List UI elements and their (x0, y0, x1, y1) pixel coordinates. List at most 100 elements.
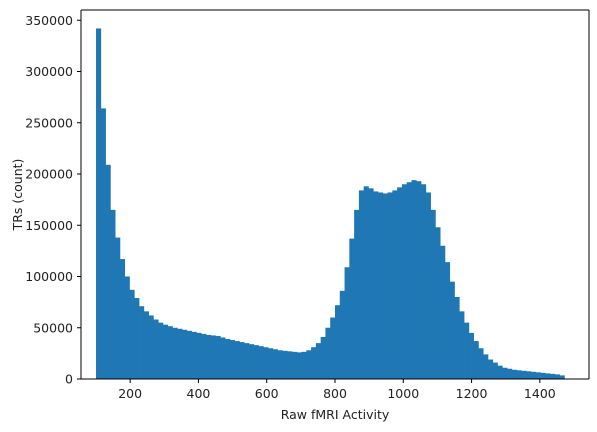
histogram-bar (421, 184, 427, 379)
x-axis-label: Raw fMRI Activity (281, 407, 390, 422)
histogram-bar (172, 327, 178, 379)
histogram-bar (344, 267, 350, 379)
histogram-bar (148, 315, 154, 379)
x-tick-label: 1400 (524, 386, 556, 401)
histogram-bar (440, 245, 446, 379)
histogram-bar (349, 238, 355, 379)
y-tick-label: 350000 (25, 13, 73, 28)
histogram-bars (96, 28, 565, 380)
histogram-bar (449, 281, 455, 379)
histogram-bar (253, 345, 259, 379)
histogram-bar (215, 335, 221, 379)
x-tick-label: 800 (323, 386, 347, 401)
histogram-bar (507, 368, 513, 379)
y-tick-label: 100000 (25, 269, 73, 284)
y-tick-label: 0 (65, 372, 73, 387)
histogram-bar (258, 346, 264, 379)
histogram-bar (229, 340, 235, 379)
histogram-bar (311, 347, 317, 379)
histogram-bar (115, 237, 121, 379)
histogram-bar (459, 311, 465, 379)
x-axis-ticks: 200 400 600 800 1000 1200 1400 (118, 379, 556, 401)
histogram-bar (425, 192, 431, 379)
histogram-bar (559, 375, 565, 379)
histogram-bar (186, 330, 192, 379)
histogram-bar (387, 192, 393, 379)
histogram-bar (263, 347, 269, 379)
histogram-bar (339, 290, 345, 379)
x-tick-label: 600 (255, 386, 279, 401)
histogram-bar (526, 371, 532, 379)
histogram-bar (100, 108, 106, 380)
histogram-bar (363, 186, 369, 379)
histogram-bar (296, 352, 302, 379)
histogram-bar (373, 191, 379, 379)
histogram-bar (478, 348, 484, 379)
histogram-bar (110, 209, 116, 379)
histogram-bar (282, 350, 288, 379)
histogram-bar (550, 373, 556, 379)
histogram-bar (196, 332, 202, 379)
histogram-bar (191, 331, 197, 379)
histogram-bar (306, 350, 312, 379)
histogram-bar (444, 262, 451, 379)
histogram-bar (162, 324, 169, 379)
histogram-bar (492, 362, 498, 379)
histogram-bar (502, 367, 508, 379)
histogram-bar (483, 354, 489, 379)
histogram-bar (468, 332, 474, 379)
histogram-bar (435, 227, 441, 379)
x-tick-label: 1000 (387, 386, 419, 401)
histogram-bar (330, 317, 336, 379)
histogram-bar (358, 190, 365, 379)
histogram-bar (511, 369, 517, 379)
histogram-bar (497, 365, 503, 379)
y-tick-label: 50000 (33, 320, 73, 335)
histogram-bar (545, 373, 551, 379)
y-axis-ticks: 0 50000 100000 150000 200000 250000 300000 3500… (25, 13, 81, 387)
histogram-bar (234, 341, 240, 379)
histogram-bar (139, 306, 145, 379)
histogram-bar (411, 180, 417, 379)
histogram-bar (320, 336, 326, 379)
histogram-bar (464, 322, 470, 379)
histogram-bar (354, 209, 360, 379)
x-tick-label: 400 (187, 386, 211, 401)
histogram-bar (554, 374, 560, 379)
histogram-bar (287, 351, 293, 379)
histogram-bar (177, 328, 183, 379)
histogram-bar (119, 259, 126, 379)
histogram-bar (487, 359, 494, 379)
histogram-bar (124, 276, 130, 379)
histogram-bar (153, 319, 159, 379)
histogram-bar (167, 326, 173, 379)
histogram-bar (406, 182, 412, 379)
histogram-bar (143, 311, 149, 379)
histogram-bar (315, 343, 322, 379)
histogram-bar (105, 164, 111, 379)
histogram-bar (401, 184, 408, 379)
histogram-bar (239, 342, 245, 379)
histogram-bar (335, 305, 341, 379)
histogram-bar (220, 337, 226, 379)
histogram-bar (248, 344, 255, 379)
histogram-bar (210, 335, 216, 379)
histogram-bar (205, 334, 212, 379)
histogram-bar (225, 339, 231, 379)
histogram-bar (392, 190, 398, 379)
histogram-bar (530, 371, 537, 379)
histogram-bar (272, 349, 278, 379)
histogram-bar (158, 322, 164, 379)
y-tick-label: 300000 (25, 64, 73, 79)
histogram-bar (268, 348, 274, 379)
histogram-bar (201, 333, 207, 379)
histogram-bar (430, 209, 436, 379)
y-tick-label: 250000 (25, 115, 73, 130)
histogram-bar (134, 298, 140, 379)
x-tick-label: 1200 (456, 386, 488, 401)
histogram-bar (368, 188, 374, 379)
histogram-bar (397, 187, 403, 379)
histogram-bar (244, 343, 250, 379)
y-tick-label: 200000 (25, 167, 73, 182)
